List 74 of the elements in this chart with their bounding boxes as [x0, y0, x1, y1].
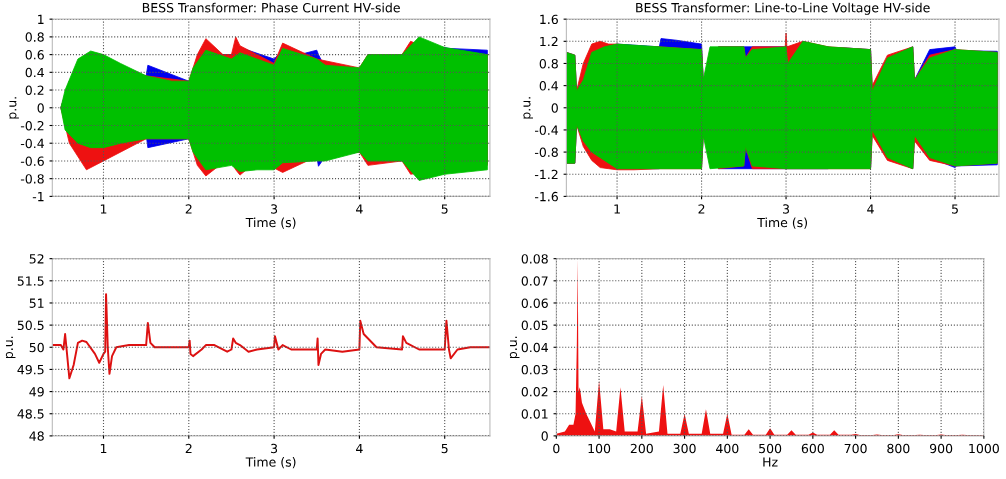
y-tick-label: 0.06	[521, 298, 548, 308]
x-tick-label: 2	[185, 204, 192, 214]
x-axis-title: Time (s)	[757, 217, 808, 229]
x-axis-title: Time (s)	[245, 217, 296, 229]
x-tick-label: 4	[867, 204, 874, 214]
y-tick-label: 0.8	[539, 58, 558, 69]
x-tick-label: 600	[801, 443, 824, 454]
y-tick-label: 0.8	[25, 32, 44, 42]
y-tick-label: 50.5	[17, 320, 44, 331]
x-tick-label: 2	[185, 443, 192, 454]
x-tick-label: 400	[716, 443, 739, 454]
y-tick-label: 0.6	[25, 50, 44, 60]
y-tick-label: 0.04	[521, 342, 548, 353]
y-tick-label: 0.4	[25, 67, 44, 78]
x-tick-label: 500	[759, 443, 782, 454]
y-tick-label: -1.2	[534, 169, 558, 179]
y-tick-label: -1	[32, 192, 44, 202]
x-tick-label: 4	[356, 443, 363, 454]
y-tick-label: -0.6	[20, 156, 44, 166]
x-axis-title: Time (s)	[245, 457, 296, 469]
y-tick-label: -0.8	[534, 147, 558, 158]
x-tick-label: 5	[441, 443, 448, 454]
y-tick-label: -0.4	[20, 138, 44, 149]
y-tick-label: 0.08	[521, 254, 548, 264]
y-tick-label: 49.5	[17, 364, 44, 375]
y-tick-label: 50	[29, 342, 44, 353]
x-tick-label: 3	[783, 204, 790, 214]
y-tick-label: 52	[29, 254, 44, 264]
y-tick-label: 0.4	[539, 81, 559, 91]
y-tick-label: -0.8	[20, 174, 44, 184]
x-tick-label: 100	[588, 443, 611, 454]
y-tick-label: 0.2	[25, 85, 44, 95]
y-tick-label: -1.6	[534, 191, 558, 202]
x-tick-label: 5	[952, 204, 958, 214]
y-axis-title: p.u.	[509, 336, 520, 359]
y-axis-title: p.u.	[523, 97, 533, 119]
x-tick-label: 900	[929, 443, 953, 454]
y-tick-label: 1.2	[540, 36, 558, 47]
y-tick-label: 1.6	[540, 14, 558, 25]
y-tick-label: -0.4	[534, 125, 559, 135]
x-tick-label: 2	[698, 204, 705, 214]
x-tick-label: 5	[441, 204, 448, 214]
y-tick-label: 51.5	[17, 276, 44, 286]
y-tick-label: 0.02	[521, 387, 548, 397]
x-tick-label: 1000	[969, 443, 999, 454]
y-tick-label: 0	[37, 103, 44, 113]
x-tick-label: 1	[614, 204, 620, 214]
x-tick-label: 1	[100, 443, 107, 454]
y-tick-label: -0.2	[20, 120, 44, 131]
y-tick-label: 0	[541, 431, 548, 441]
y-tick-label: 48	[29, 431, 44, 441]
y-tick-label: 49	[29, 387, 44, 397]
y-axis-title: p.u.	[9, 97, 19, 119]
y-tick-label: 1	[38, 14, 44, 24]
y-tick-label: 0.05	[521, 320, 548, 331]
y-tick-label: 0.03	[521, 364, 548, 375]
x-axis-title: Hz	[763, 457, 778, 467]
y-tick-label: 0.01	[521, 409, 548, 419]
line-series	[52, 293, 490, 380]
y-tick-label: 48.5	[17, 409, 44, 419]
x-tick-label: 700	[844, 443, 867, 454]
chart-title: BESS Transformer: Line-to-Line Voltage HV-side	[636, 2, 930, 15]
x-tick-label: 4	[356, 204, 363, 214]
chart-title: BESS Transformer: Phase Current HV-side	[142, 2, 400, 13]
x-tick-label: 3	[271, 204, 278, 214]
x-tick-label: 3	[271, 443, 278, 454]
y-axis-title: p.u.	[5, 336, 16, 359]
y-tick-label: 0	[551, 103, 558, 113]
x-tick-label: 800	[887, 443, 910, 454]
y-tick-label: 0.07	[521, 276, 548, 286]
x-tick-label: 1	[100, 204, 107, 214]
x-tick-label: 200	[630, 443, 653, 454]
y-tick-label: 51	[29, 298, 44, 308]
x-tick-label: 300	[673, 443, 696, 454]
